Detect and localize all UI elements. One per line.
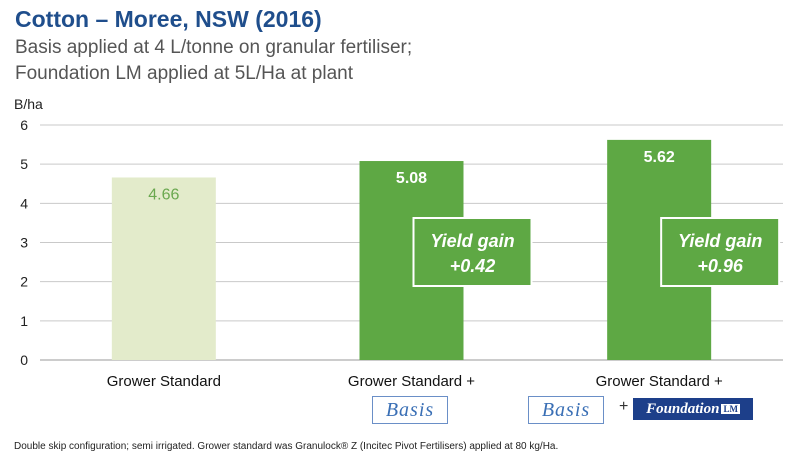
y-tick-label: 0: [20, 352, 28, 368]
y-axis-label: B/ha: [14, 96, 43, 112]
foundation-logo-text: Foundation: [646, 400, 720, 417]
plus-sign: +: [619, 398, 629, 415]
bar-0: [111, 177, 216, 360]
x-category-label: Grower Standard +: [348, 373, 475, 390]
y-tick-label: 3: [20, 235, 28, 251]
data-label: 5.62: [644, 149, 675, 166]
chart-subtitle-line-2: Foundation LM applied at 5L/Ha at plant: [15, 63, 354, 84]
foundation-logo-lm: LM: [721, 404, 740, 414]
yield-gain-value: +0.96: [697, 256, 744, 276]
basis-logo-2: Basis: [528, 396, 604, 424]
chart-subtitle-line-1: Basis applied at 4 L/tonne on granular f…: [15, 37, 413, 58]
data-label: 5.08: [396, 170, 427, 187]
yield-gain-box: [412, 217, 533, 287]
yield-gain-box: [660, 217, 781, 287]
basis-logo-text-2: Basis: [541, 398, 591, 421]
y-tick-label: 1: [20, 313, 28, 329]
yield-gain-value: +0.42: [450, 256, 496, 276]
x-category-label: Grower Standard: [107, 373, 221, 390]
y-tick-label: 4: [20, 195, 28, 211]
y-tick-label: 5: [20, 156, 28, 172]
y-tick-label: 2: [20, 274, 28, 290]
basis-logo: Basis: [372, 396, 448, 424]
y-tick-label: 6: [20, 117, 28, 133]
yield-gain-label: Yield gain: [430, 231, 514, 251]
footnote: Double skip configuration; semi irrigate…: [14, 441, 559, 452]
chart-title: Cotton – Moree, NSW (2016): [15, 6, 322, 32]
basis-logo-text: Basis: [385, 398, 435, 421]
foundation-lm-logo: Foundation LM: [633, 398, 753, 420]
x-category-label: Grower Standard +: [596, 373, 723, 390]
yield-gain-label: Yield gain: [678, 231, 762, 251]
data-label: 4.66: [148, 186, 179, 203]
